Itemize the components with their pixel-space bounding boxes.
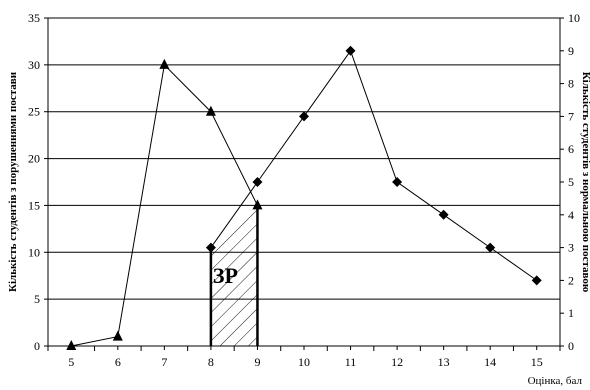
diamond-point [299,111,309,122]
zone-hatch [210,205,258,346]
y-tick-label-left: 20 [28,152,40,166]
diamond-point [392,177,403,187]
x-tick-label: 14 [484,355,496,369]
y-tick-label-right: 10 [568,11,580,25]
y-tick-label-left: 0 [34,339,40,353]
x-tick-label: 8 [208,355,214,369]
diamond-point [531,275,542,286]
x-tick-label: 7 [161,355,167,369]
series-line-2 [210,49,538,281]
y-axis-title-right: Кількість студентів з нормальною поставо… [580,72,590,293]
y-tick-label-left: 25 [28,105,40,119]
x-tick-label: 6 [115,355,121,369]
series-group [66,45,542,350]
y-tick-label-right: 8 [568,77,574,91]
y-tick-label-right: 6 [568,142,574,156]
y-tick-label-left: 15 [28,198,40,212]
y-tick-label-right: 7 [568,109,574,123]
y-tick-label-right: 9 [568,44,574,58]
y-tick-label-left: 30 [28,58,40,72]
y-tick-label-left: 5 [34,292,40,306]
zone-region: ЗР [209,205,259,346]
triangle-point [112,330,123,341]
x-tick-label: 12 [391,355,403,369]
x-axis-title: Оцінка, бал [528,375,583,387]
diamond-point [345,45,356,56]
y-tick-label-left: 35 [28,11,40,25]
y-tick-label-left: 10 [28,245,40,259]
diamond-point [205,242,216,253]
zone-label: ЗР [213,263,238,288]
diamond-point [252,177,263,187]
x-tick-label: 11 [345,355,357,369]
x-tick-label: 10 [298,355,310,369]
triangle-point [159,58,170,69]
x-tick-label: 13 [438,355,450,369]
diamond-point [438,209,449,220]
triangle-point [205,105,216,116]
triangle-point [252,199,263,210]
x-tick-label: 9 [254,355,260,369]
y-tick-label-right: 1 [568,306,574,320]
y-tick-label-right: 5 [568,175,574,189]
y-tick-label-right: 2 [568,273,574,287]
x-tick-label: 15 [531,355,543,369]
axes [44,17,564,351]
y-tick-label-right: 4 [568,208,574,222]
diamond-point [485,242,496,253]
y-tick-label-right: 0 [568,339,574,353]
grid-lines [48,17,560,300]
x-tick-label: 5 [68,355,74,369]
y-tick-label-right: 3 [568,241,574,255]
y-axis-title-left: Кількість студентів з порушеннями постав… [7,71,19,292]
triangle-point [66,340,77,350]
